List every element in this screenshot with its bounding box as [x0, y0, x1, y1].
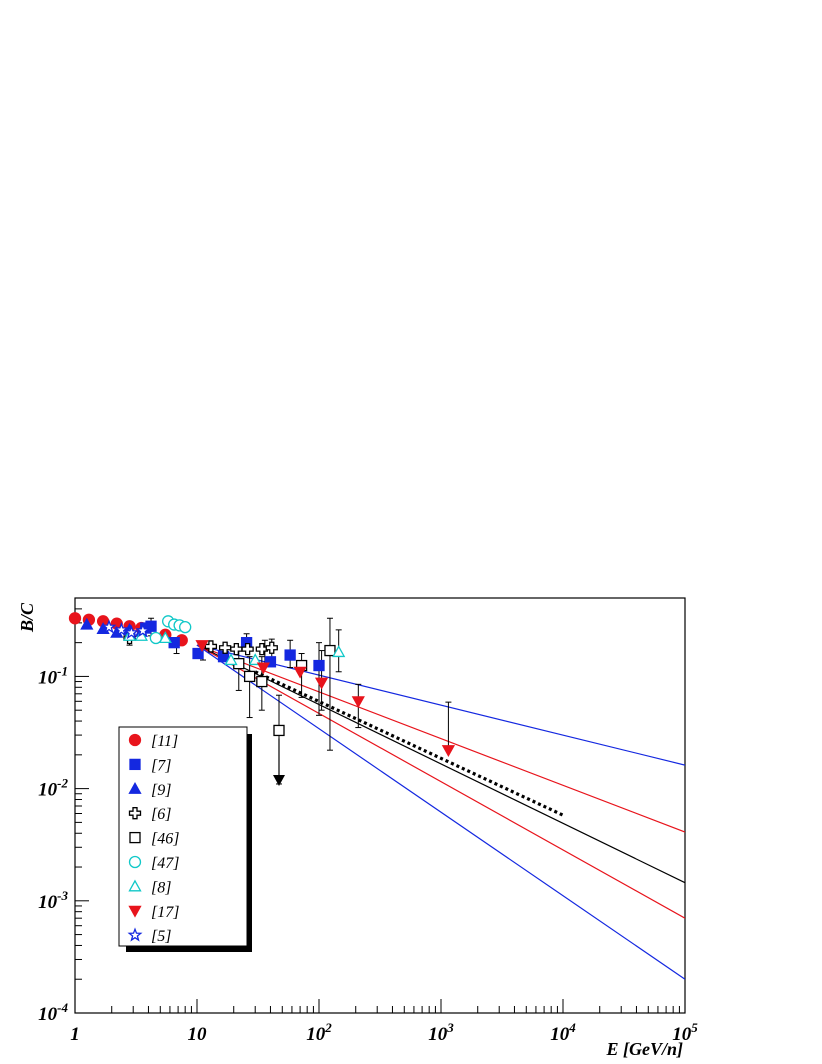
data-point-series-3: [241, 643, 254, 656]
data-point-series-1: [264, 656, 277, 668]
legend-marker: [127, 927, 143, 942]
x-axis-title: E [GeV/n]: [606, 1039, 684, 1059]
data-point-series-6: [332, 645, 346, 658]
x-tick-label: 1: [70, 1024, 80, 1045]
legend-label: [46]: [151, 831, 179, 848]
legend-label: [47]: [151, 855, 179, 872]
legend-marker: [128, 733, 142, 747]
legend-label: [17]: [151, 904, 179, 921]
y-tick-label: 10-1: [38, 663, 68, 688]
data-point-series-3: [265, 641, 278, 654]
model-line: [196, 644, 685, 980]
legend-label: [5]: [151, 928, 171, 945]
legend-label: [9]: [151, 782, 171, 799]
y-tick-label: 10-2: [38, 776, 68, 801]
data-point-series-7: [351, 696, 365, 709]
legend-marker: [129, 758, 141, 771]
model-lines: [196, 644, 685, 980]
legend: [11] [7] [9] [6] [46] [47] [8] [17] [5]: [118, 726, 252, 952]
data-point-series-7: [293, 666, 307, 679]
data-point-series-1: [284, 649, 296, 661]
data-point-series-5: [179, 620, 192, 634]
legend-label: [11]: [151, 733, 178, 750]
axes: 1 10 102 103 104 105 10-4 10-3 10-2 10-1: [38, 597, 698, 1045]
legend-marker: [128, 807, 142, 820]
x-tick-label: 105: [672, 1020, 698, 1045]
x-tick-label: 10: [188, 1024, 208, 1045]
data-point-series-8: [113, 621, 129, 637]
model-line: [196, 644, 685, 884]
data-point-series-8: [123, 624, 139, 640]
legend-items: [11] [7] [9] [6] [46] [47] [8] [17] [5]: [127, 733, 179, 945]
data-point-series-8: [101, 619, 117, 634]
data-point-series-1: [192, 647, 204, 660]
data-point-series-6: [248, 653, 262, 666]
data-point-series-7: [256, 662, 270, 675]
data-point-series-2: [80, 617, 94, 630]
data-points: [68, 612, 456, 758]
model-line: [196, 644, 685, 766]
data-point-series-3: [230, 643, 243, 656]
data-point-series-7: [314, 677, 329, 690]
data-point-series-3: [218, 641, 232, 654]
legend-label: [8]: [151, 879, 171, 896]
data-point-series-1: [313, 659, 325, 672]
data-point-series-4: [256, 675, 268, 688]
y-tick-label: 10-3: [38, 888, 68, 913]
legend-marker: [128, 879, 142, 892]
x-tick-label: 104: [550, 1020, 576, 1045]
data-point-series-6: [134, 628, 148, 641]
data-point-series-6: [224, 653, 238, 666]
y-tick-label: 10-4: [38, 1000, 68, 1025]
data-point-series-4: [324, 644, 336, 657]
data-point-series-1: [145, 620, 157, 632]
x-tick-label: 102: [306, 1020, 332, 1045]
legend-marker: [128, 905, 142, 918]
x-tick-label: 103: [428, 1020, 454, 1045]
data-point-series-4: [273, 724, 285, 737]
data-point-series-0: [68, 612, 82, 625]
y-axis-title: B/C: [17, 602, 37, 633]
data-point-series-6: [158, 631, 172, 644]
model-line: [196, 644, 685, 919]
legend-label: [6]: [151, 806, 171, 823]
upper-limit-arrowhead: [272, 774, 285, 786]
legend-marker: [128, 781, 142, 794]
legend-marker: [129, 831, 141, 844]
dotted-fit-line: [254, 670, 564, 817]
legend-label: [7]: [151, 757, 171, 774]
data-point-series-8: [135, 622, 151, 638]
model-line: [196, 644, 685, 833]
data-point-series-7: [441, 745, 456, 758]
data-point-series-5: [149, 631, 163, 645]
data-point-series-4: [243, 670, 256, 683]
data-point-series-3: [255, 643, 268, 656]
legend-marker: [128, 855, 142, 869]
data-point-series-7: [195, 640, 209, 652]
